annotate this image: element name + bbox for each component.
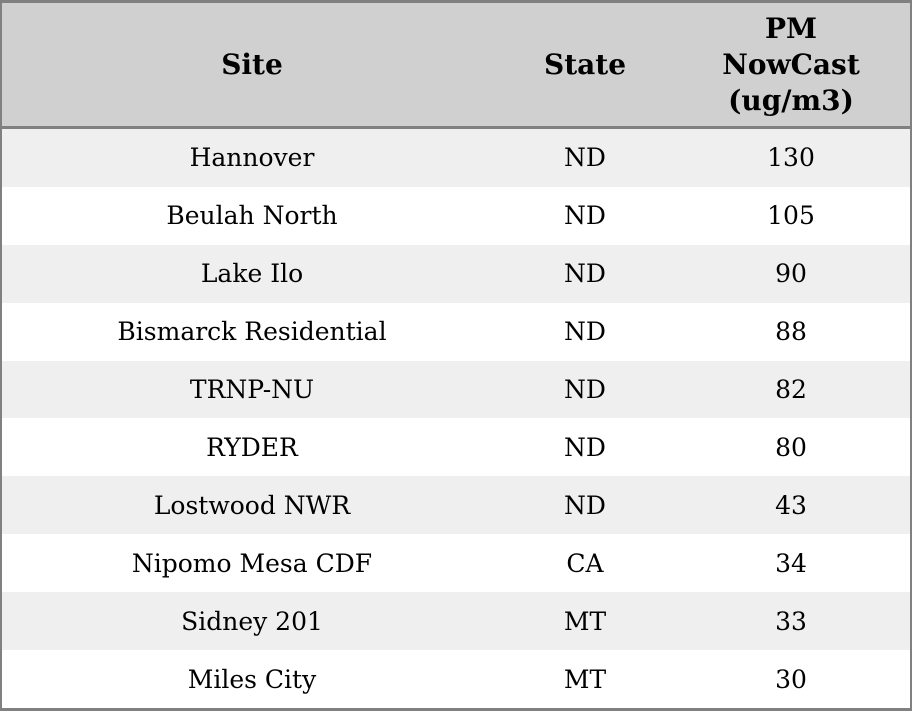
state-cell: CA: [566, 548, 604, 578]
pm-value-cell: 88: [775, 317, 807, 347]
state-cell: ND: [564, 317, 606, 347]
table-row: Miles City MT 30: [2, 650, 910, 708]
table-row: RYDER ND 80: [2, 418, 910, 477]
header-row: Site State PM NowCast (ug/m3): [2, 3, 910, 129]
state-cell: ND: [564, 259, 606, 289]
pm-header-line-3: (ug/m3): [728, 83, 854, 117]
pm-value-cell: 130: [767, 143, 815, 173]
state-cell: ND: [564, 490, 606, 520]
pm-value-cell: 82: [775, 375, 807, 405]
pm-value-cell: 90: [775, 259, 807, 289]
pm-value-cell: 30: [775, 664, 807, 694]
site-cell: Hannover: [189, 143, 315, 173]
site-cell: Nipomo Mesa CDF: [131, 548, 373, 578]
site-cell: TRNP-NU: [189, 375, 315, 405]
site-cell: Miles City: [187, 664, 317, 694]
state-cell: ND: [564, 375, 606, 405]
pm-value-cell: 34: [775, 548, 807, 578]
site-cell: Lostwood NWR: [153, 490, 351, 520]
pm-nowcast-table: Site State PM NowCast (ug/m3) Hannover N…: [2, 3, 910, 708]
state-cell: MT: [563, 664, 607, 694]
column-header-state: State: [502, 3, 668, 129]
table-body: Hannover ND 130 Beulah North ND 105 Lake…: [2, 127, 910, 708]
state-cell: MT: [563, 606, 607, 636]
table-row: Beulah North ND 105: [2, 186, 910, 245]
pm-value-cell: 43: [775, 490, 807, 520]
site-cell: Lake Ilo: [200, 259, 304, 289]
state-cell: ND: [564, 201, 606, 231]
state-cell: ND: [564, 143, 606, 173]
table-row: TRNP-NU ND 82: [2, 360, 910, 419]
site-cell: RYDER: [206, 432, 298, 462]
site-cell: Beulah North: [166, 201, 338, 231]
pm-header-line-1: PM: [764, 11, 818, 45]
pm-value-cell: 80: [775, 432, 807, 462]
pm-value-cell: 105: [767, 201, 815, 231]
column-header-site: Site: [2, 3, 502, 129]
table-header: Site State PM NowCast (ug/m3): [2, 3, 910, 129]
table-row: Nipomo Mesa CDF CA 34: [2, 534, 910, 593]
site-cell: Sidney 201: [181, 606, 323, 636]
table-row: Bismarck Residential ND 88: [2, 302, 910, 361]
pm-value-cell: 33: [775, 606, 807, 636]
table-row: Hannover ND 130: [2, 127, 910, 187]
column-header-pm-nowcast: PM NowCast (ug/m3): [668, 3, 910, 129]
table-row: Sidney 201 MT 33: [2, 592, 910, 651]
table-row: Lostwood NWR ND 43: [2, 476, 910, 535]
pm-header-line-2: NowCast: [722, 47, 860, 81]
table-row: Lake Ilo ND 90: [2, 244, 910, 303]
site-cell: Bismarck Residential: [117, 317, 387, 347]
state-cell: ND: [564, 432, 606, 462]
